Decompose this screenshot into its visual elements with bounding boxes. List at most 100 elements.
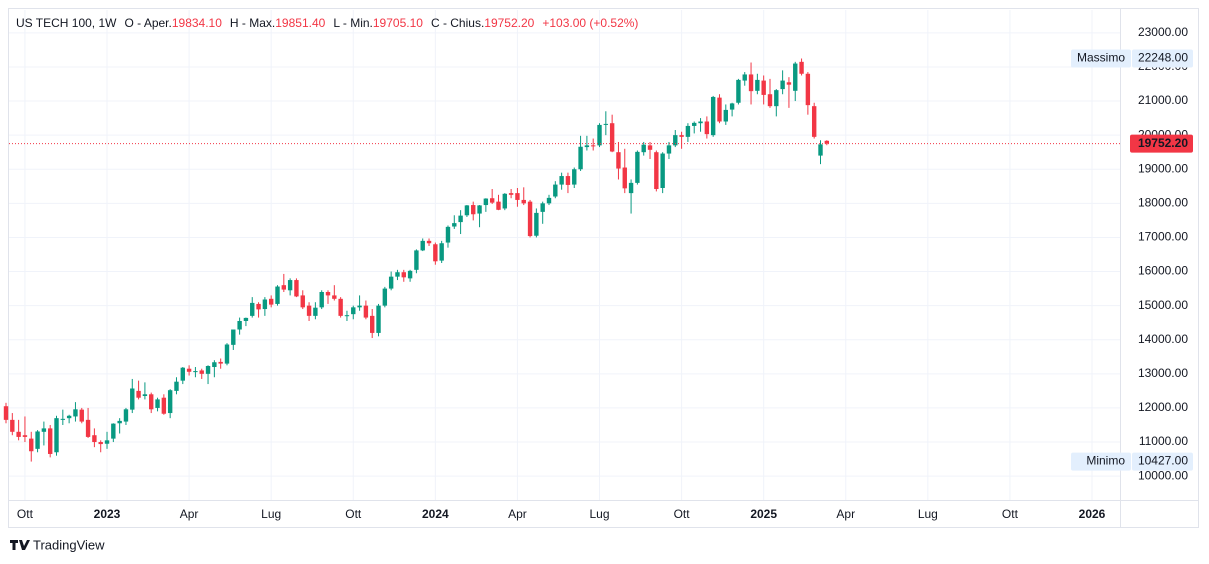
candle-body <box>174 381 179 391</box>
candle-body <box>433 244 438 262</box>
x-tick-label: 2026 <box>1079 507 1106 521</box>
candle-body <box>590 145 596 147</box>
candle-body <box>231 329 236 345</box>
candle-body <box>673 135 678 146</box>
candle-body <box>546 197 552 204</box>
candle-body <box>521 199 526 204</box>
candle-body <box>736 79 741 103</box>
candle-body <box>824 140 830 144</box>
open-value: 19834.10 <box>172 16 222 30</box>
candle-body <box>104 440 110 444</box>
candle-body <box>155 399 160 408</box>
candle-body <box>565 176 571 185</box>
candle-body <box>635 151 640 183</box>
candle-body <box>66 415 72 419</box>
marker-value: 10427.00 <box>1138 454 1188 468</box>
candle-body <box>205 365 211 374</box>
high-label: H - Max. <box>230 16 275 30</box>
y-tick-label: 11000.00 <box>1139 434 1188 448</box>
candle-body <box>559 176 564 185</box>
candle-body <box>224 344 230 364</box>
candle-body <box>420 240 425 251</box>
candle-body <box>218 361 223 364</box>
candle-body <box>275 286 280 304</box>
candle-body <box>142 394 148 396</box>
brand-name: TradingView <box>33 537 105 552</box>
candle-body <box>439 243 444 261</box>
x-tick-label: Ott <box>1002 507 1019 521</box>
candle-body <box>161 397 167 414</box>
candle-body <box>628 182 634 194</box>
candle-body <box>401 272 406 278</box>
candle-body <box>774 90 779 107</box>
candle-body <box>281 285 287 290</box>
candle-body <box>268 298 274 305</box>
candle-body <box>357 305 362 308</box>
candle-body <box>319 291 324 308</box>
candle-body <box>306 305 312 316</box>
x-tick-label: Apr <box>508 507 527 521</box>
candle-body <box>167 390 173 414</box>
candle-body <box>262 299 268 310</box>
marker-name: Minimo <box>1086 454 1125 468</box>
candle-body <box>60 418 66 420</box>
candle-body <box>742 74 747 81</box>
candle-body <box>256 303 261 310</box>
low-label: L - Min. <box>333 16 373 30</box>
candle-body <box>407 270 413 279</box>
candle-body <box>761 80 766 95</box>
x-tick-label: Lug <box>918 507 938 521</box>
candle-body <box>136 390 141 398</box>
candle-body <box>388 276 394 289</box>
candle-body <box>325 291 331 296</box>
candle-body <box>692 122 697 126</box>
last-price-label: 19752.20 <box>1138 136 1188 150</box>
candle-body <box>723 109 728 122</box>
open-label: O - Aper. <box>124 16 171 30</box>
candle-body <box>704 121 710 135</box>
candle-body <box>471 205 476 215</box>
candle-body <box>452 223 457 227</box>
change-value: +103.00 (+0.52%) <box>542 16 638 30</box>
candle-body <box>622 167 627 189</box>
candle-body <box>609 123 615 152</box>
candle-body <box>92 435 97 443</box>
last-price-box <box>1130 134 1193 153</box>
candle-body <box>130 388 135 410</box>
x-tick-label: Apr <box>180 507 199 521</box>
candle-body <box>584 145 590 148</box>
marker-value-box <box>1132 452 1193 471</box>
candle-body <box>29 438 34 452</box>
candle-body <box>382 288 388 306</box>
candle-body <box>212 362 217 368</box>
candle-body <box>755 79 760 91</box>
candle-body <box>748 74 754 92</box>
candle-body <box>572 169 577 185</box>
candle-body <box>370 315 375 333</box>
candle-body <box>313 307 318 316</box>
candle-body <box>98 442 103 445</box>
candle-body <box>193 371 198 373</box>
high-value: 19851.40 <box>275 16 325 30</box>
candle-body <box>647 145 653 150</box>
x-tick-label: Ott <box>674 507 691 521</box>
candle-body <box>10 419 15 432</box>
x-tick-label: Apr <box>836 507 855 521</box>
candle-body <box>338 298 343 316</box>
candle-body <box>117 420 122 424</box>
candle-body <box>685 125 691 137</box>
header-legend: US TECH 100, 1W O - Aper.19834.10 H - Max.… <box>16 16 638 30</box>
candle-body <box>54 418 59 453</box>
candle-body <box>243 317 249 321</box>
candle-body <box>603 123 609 125</box>
close-label: C - Chius. <box>431 16 484 30</box>
candle-body <box>660 153 665 188</box>
candle-body <box>85 419 91 437</box>
candle-body <box>395 272 400 277</box>
candle-body <box>805 73 811 106</box>
x-tick-label: 2025 <box>750 507 777 521</box>
y-tick-label: 13000.00 <box>1138 366 1188 380</box>
low-value: 19705.10 <box>373 16 423 30</box>
candle-body <box>508 193 514 195</box>
y-tick-label: 10000.00 <box>1138 468 1188 482</box>
